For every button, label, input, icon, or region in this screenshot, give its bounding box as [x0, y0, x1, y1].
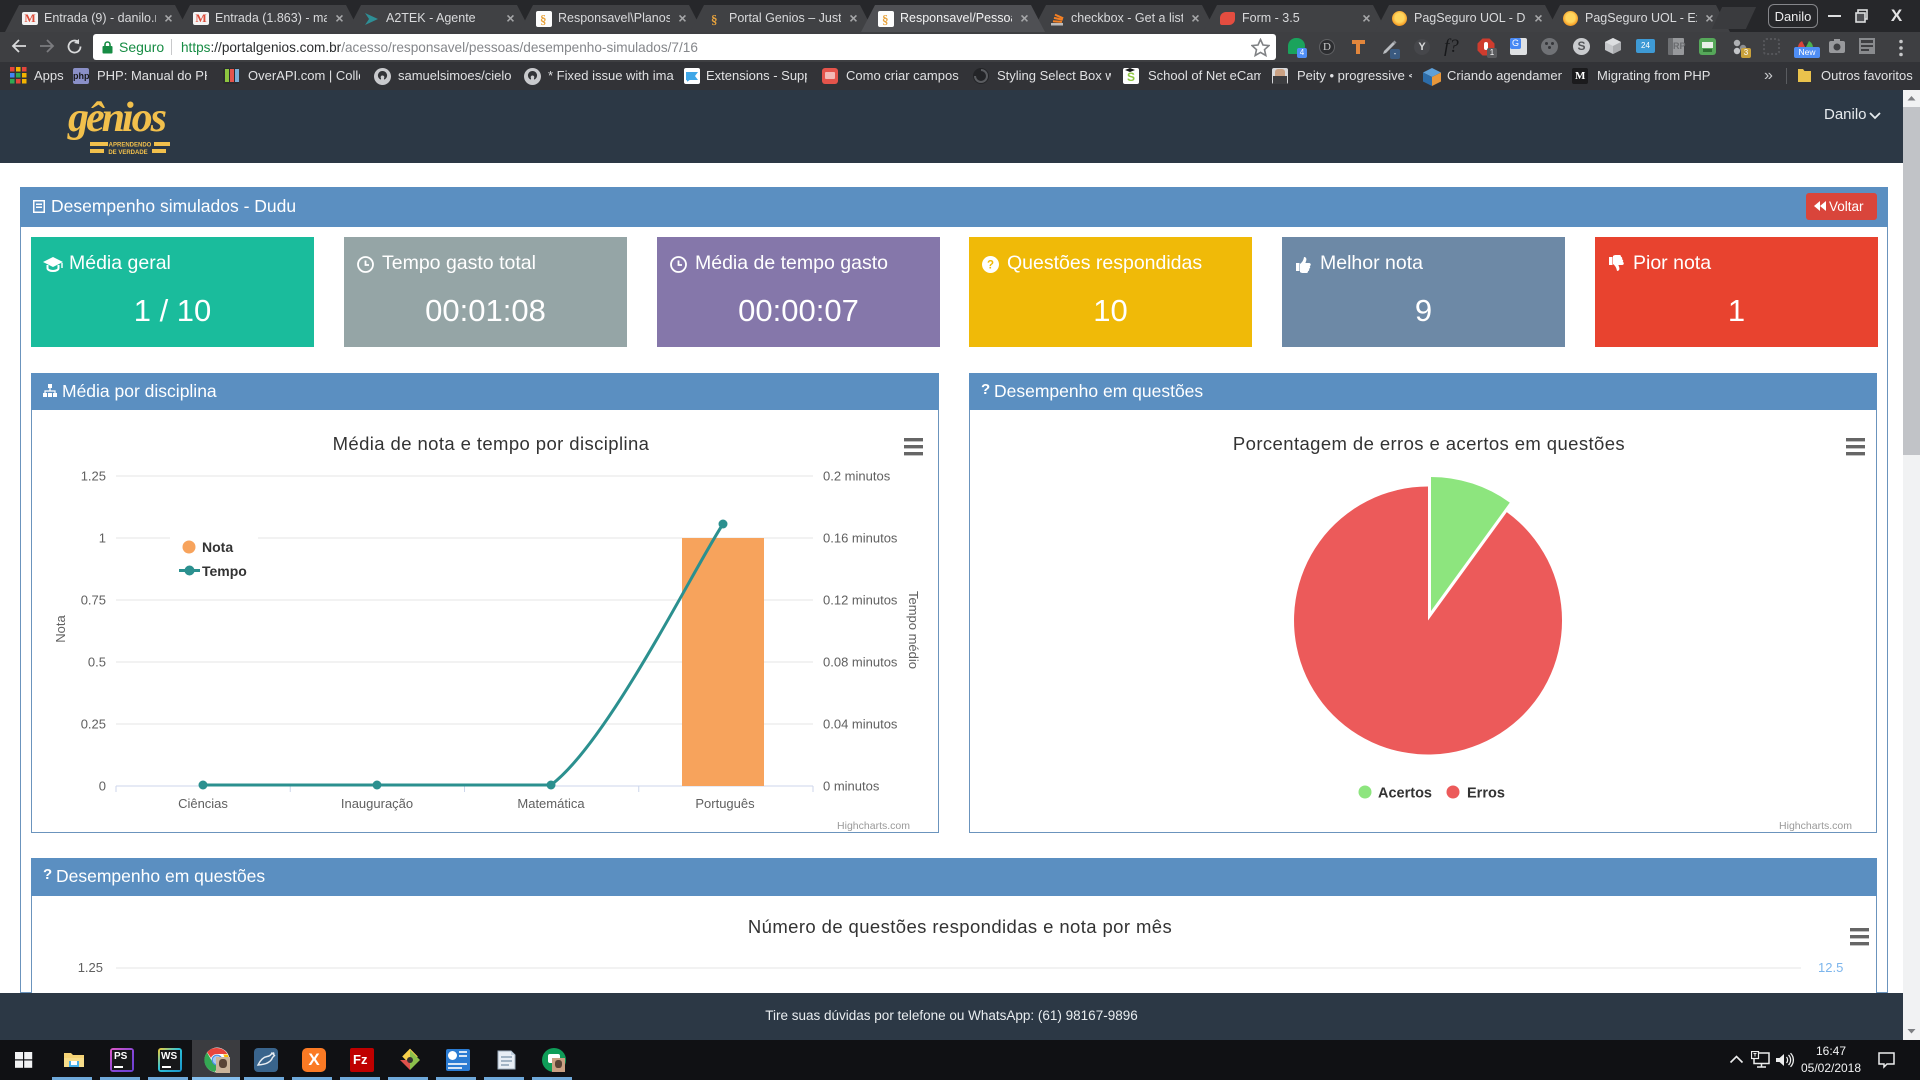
svg-text:Inauguração: Inauguração: [341, 796, 413, 811]
svg-text:Média de nota e tempo por disc: Média de nota e tempo por disciplina: [333, 433, 650, 454]
svg-text:Tempo médio: Tempo médio: [906, 591, 921, 669]
svg-text:0: 0: [99, 779, 106, 794]
svg-text:1.25: 1.25: [81, 469, 106, 484]
svg-text:0 minutos: 0 minutos: [823, 779, 880, 794]
svg-text:Acertos: Acertos: [1378, 786, 1432, 802]
svg-text:Número de questões respondidas: Número de questões respondidas e nota po…: [748, 916, 1172, 937]
svg-text:Highcharts.com: Highcharts.com: [1779, 820, 1852, 832]
svg-text:0.2 minutos: 0.2 minutos: [823, 469, 891, 484]
svg-text:0.16 minutos: 0.16 minutos: [823, 531, 898, 546]
svg-text:DE VERDADE: DE VERDADE: [108, 150, 147, 155]
svg-text:1.25: 1.25: [78, 960, 103, 975]
svg-text:Porcentagem de erros e acertos: Porcentagem de erros e acertos em questõ…: [1233, 433, 1625, 454]
svg-text:Nota: Nota: [53, 615, 68, 643]
svg-text:0.08 minutos: 0.08 minutos: [823, 655, 898, 670]
svg-text:Ciências: Ciências: [178, 796, 228, 811]
svg-text:0.5: 0.5: [88, 655, 106, 670]
svg-text:0.04 minutos: 0.04 minutos: [823, 717, 898, 732]
svg-text:Tempo: Tempo: [202, 563, 247, 579]
svg-text:APRENDENDO: APRENDENDO: [109, 143, 152, 149]
svg-text:Matemática: Matemática: [517, 796, 585, 811]
svg-text:Português: Português: [695, 796, 755, 811]
svg-text:Nota: Nota: [202, 539, 233, 555]
svg-text:?: ?: [987, 260, 994, 272]
svg-text:1: 1: [99, 531, 106, 546]
svg-text:0.75: 0.75: [81, 593, 106, 608]
svg-text:12.5: 12.5: [1818, 960, 1843, 975]
svg-text:Highcharts.com: Highcharts.com: [837, 820, 910, 832]
svg-text:0.12 minutos: 0.12 minutos: [823, 593, 898, 608]
svg-text:0.25: 0.25: [81, 717, 106, 732]
svg-text:Erros: Erros: [1467, 786, 1505, 802]
